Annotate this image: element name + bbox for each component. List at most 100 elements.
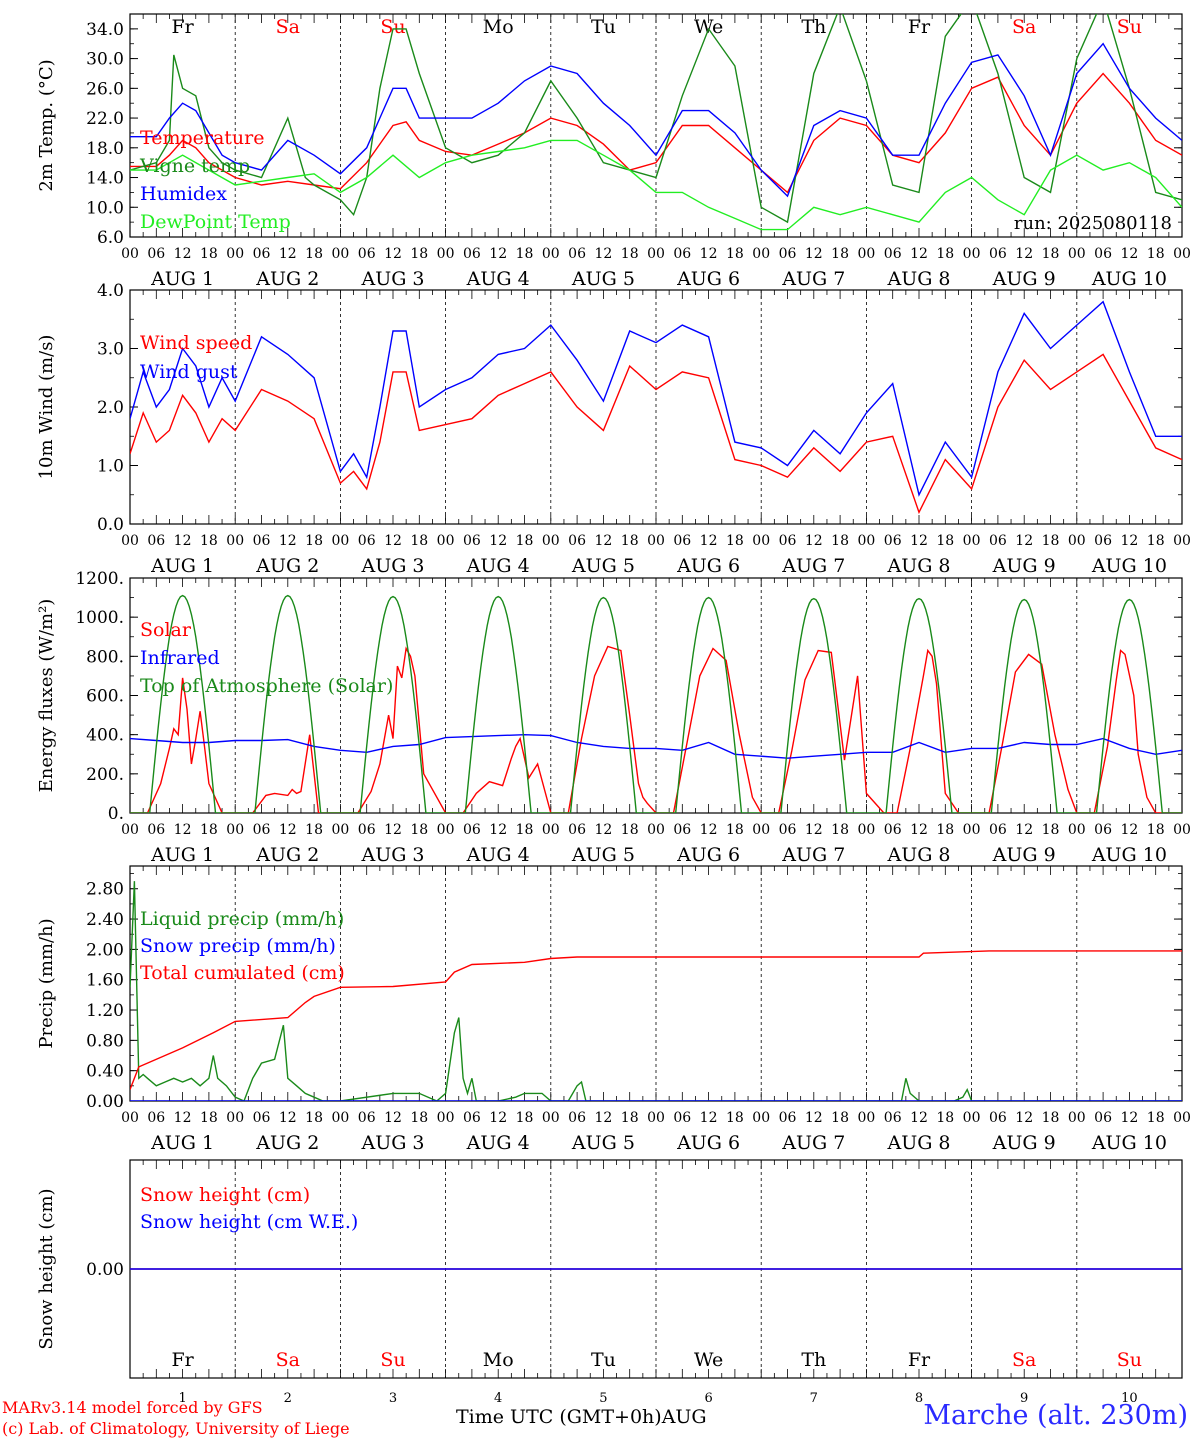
hour-tick-label: 00: [331, 1110, 349, 1126]
y-tick-label: 34.0: [86, 20, 124, 40]
date-label: AUG 9: [992, 555, 1056, 577]
hour-tick-label: 06: [989, 1110, 1007, 1126]
date-label: AUG 10: [1091, 555, 1167, 577]
y-tick-label: 600.: [86, 687, 124, 707]
date-label: AUG 3: [360, 555, 424, 577]
hour-tick-label: 06: [147, 533, 165, 549]
hour-tick-label: 18: [305, 822, 323, 838]
series-line: [130, 14, 1182, 224]
panel-4: 0.00 0.40 0.80 1.20 1.60 2.00 2.40 2.80 Precip (…: [36, 865, 1191, 1154]
hour-tick-label: 12: [1015, 1110, 1033, 1126]
hour-tick-label: 00: [857, 822, 875, 838]
hour-tick-label: 12: [594, 246, 612, 262]
day-number-label: 10: [1121, 1391, 1138, 1406]
y-tick-label: 1.20: [86, 1001, 124, 1021]
day-number-label: 3: [389, 1391, 397, 1406]
hour-tick-label: 00: [647, 246, 665, 262]
day-number-label: 5: [599, 1391, 607, 1406]
y-tick-label: 400.: [86, 726, 124, 746]
hour-tick-label: 12: [384, 1110, 402, 1126]
day-name-label: Th: [801, 16, 826, 38]
y-tick-label: 0.00: [86, 1260, 124, 1280]
hour-tick-label: 00: [1173, 246, 1191, 262]
legend-entry: Temperature: [140, 127, 264, 149]
hour-tick-label: 06: [1094, 246, 1112, 262]
hour-tick-label: 06: [253, 533, 271, 549]
hour-tick-label: 00: [1173, 533, 1191, 549]
hour-tick-label: 06: [147, 822, 165, 838]
hour-tick-label: 06: [673, 533, 691, 549]
hour-tick-label: 18: [621, 822, 639, 838]
date-label: AUG 4: [466, 844, 530, 866]
date-label: AUG 1: [150, 268, 214, 290]
day-name-label: We: [694, 1349, 723, 1371]
hour-tick-label: 12: [700, 822, 718, 838]
series-line: [130, 353, 1182, 515]
hour-tick-label: 06: [147, 1110, 165, 1126]
day-number-label: 8: [915, 1391, 923, 1406]
hour-tick-label: 12: [174, 246, 192, 262]
hour-tick-label: 18: [726, 1110, 744, 1126]
date-label: AUG 10: [1091, 844, 1167, 866]
hour-tick-label: 06: [568, 246, 586, 262]
hour-tick-label: 00: [437, 1110, 455, 1126]
hour-tick-label: 00: [857, 1110, 875, 1126]
day-name-label: Mo: [483, 16, 514, 38]
date-label: AUG 2: [255, 555, 319, 577]
hour-tick-label: 00: [752, 1110, 770, 1126]
date-label: AUG 3: [360, 844, 424, 866]
hour-tick-label: 18: [305, 246, 323, 262]
date-label: AUG 5: [571, 1132, 635, 1154]
hour-tick-label: 18: [621, 246, 639, 262]
date-label: AUG 4: [466, 1132, 530, 1154]
hour-tick-label: 12: [279, 1110, 297, 1126]
hour-tick-label: 18: [410, 1110, 428, 1126]
date-label: AUG 6: [676, 1132, 740, 1154]
series-line: [130, 594, 1182, 813]
hour-tick-label: 18: [1147, 533, 1165, 549]
y-tick-label: 0.80: [86, 1031, 124, 1051]
date-label: AUG 9: [992, 844, 1056, 866]
day-number-label: 6: [704, 1391, 712, 1406]
hour-tick-label: 18: [831, 246, 849, 262]
panel-1: 6.0 10.0 14.0 18.0 22.0 26.0 30.0 34.0 2m Temp. …: [36, 13, 1191, 290]
hour-tick-label: 00: [1068, 822, 1086, 838]
panel-2: 0.0 1.0 2.0 3.0 4.0 10m Wind (m/s) 00 06 12 18 00 0…: [36, 281, 1191, 577]
hour-tick-label: 18: [200, 533, 218, 549]
hour-tick-label: 18: [621, 1110, 639, 1126]
y-tick-label: 26.0: [86, 79, 124, 99]
legend-entry: Snow precip (mm/h): [140, 935, 336, 957]
hour-tick-label: 12: [910, 246, 928, 262]
hour-tick-label: 00: [963, 533, 981, 549]
hour-tick-label: 12: [1120, 533, 1138, 549]
hour-tick-label: 00: [542, 533, 560, 549]
hour-tick-label: 18: [1042, 533, 1060, 549]
hour-tick-label: 12: [700, 246, 718, 262]
date-label: AUG 9: [992, 1132, 1056, 1154]
date-label: AUG 1: [150, 844, 214, 866]
legend-entry: DewPoint Temp: [140, 211, 291, 233]
hour-tick-label: 18: [726, 533, 744, 549]
hour-tick-label: 06: [463, 533, 481, 549]
series-line: [130, 881, 1182, 1101]
hour-tick-label: 00: [226, 246, 244, 262]
date-label: AUG 2: [255, 1132, 319, 1154]
hour-tick-label: 00: [1173, 1110, 1191, 1126]
hour-tick-label: 06: [673, 246, 691, 262]
day-name-label: Su: [1117, 1349, 1142, 1371]
y-tick-label: 30.0: [86, 50, 124, 70]
hour-tick-label: 12: [174, 533, 192, 549]
hour-tick-label: 18: [831, 822, 849, 838]
hour-tick-label: 00: [226, 533, 244, 549]
hour-tick-label: 00: [752, 533, 770, 549]
day-name-label: Su: [380, 16, 405, 38]
day-name-label: Fr: [908, 1349, 931, 1371]
hour-tick-label: 00: [437, 246, 455, 262]
hour-tick-label: 00: [542, 1110, 560, 1126]
hour-tick-label: 06: [463, 822, 481, 838]
hour-tick-label: 12: [174, 822, 192, 838]
hour-tick-label: 12: [174, 1110, 192, 1126]
hour-tick-label: 06: [1094, 1110, 1112, 1126]
hour-tick-label: 12: [1015, 533, 1033, 549]
hour-tick-label: 18: [1042, 246, 1060, 262]
